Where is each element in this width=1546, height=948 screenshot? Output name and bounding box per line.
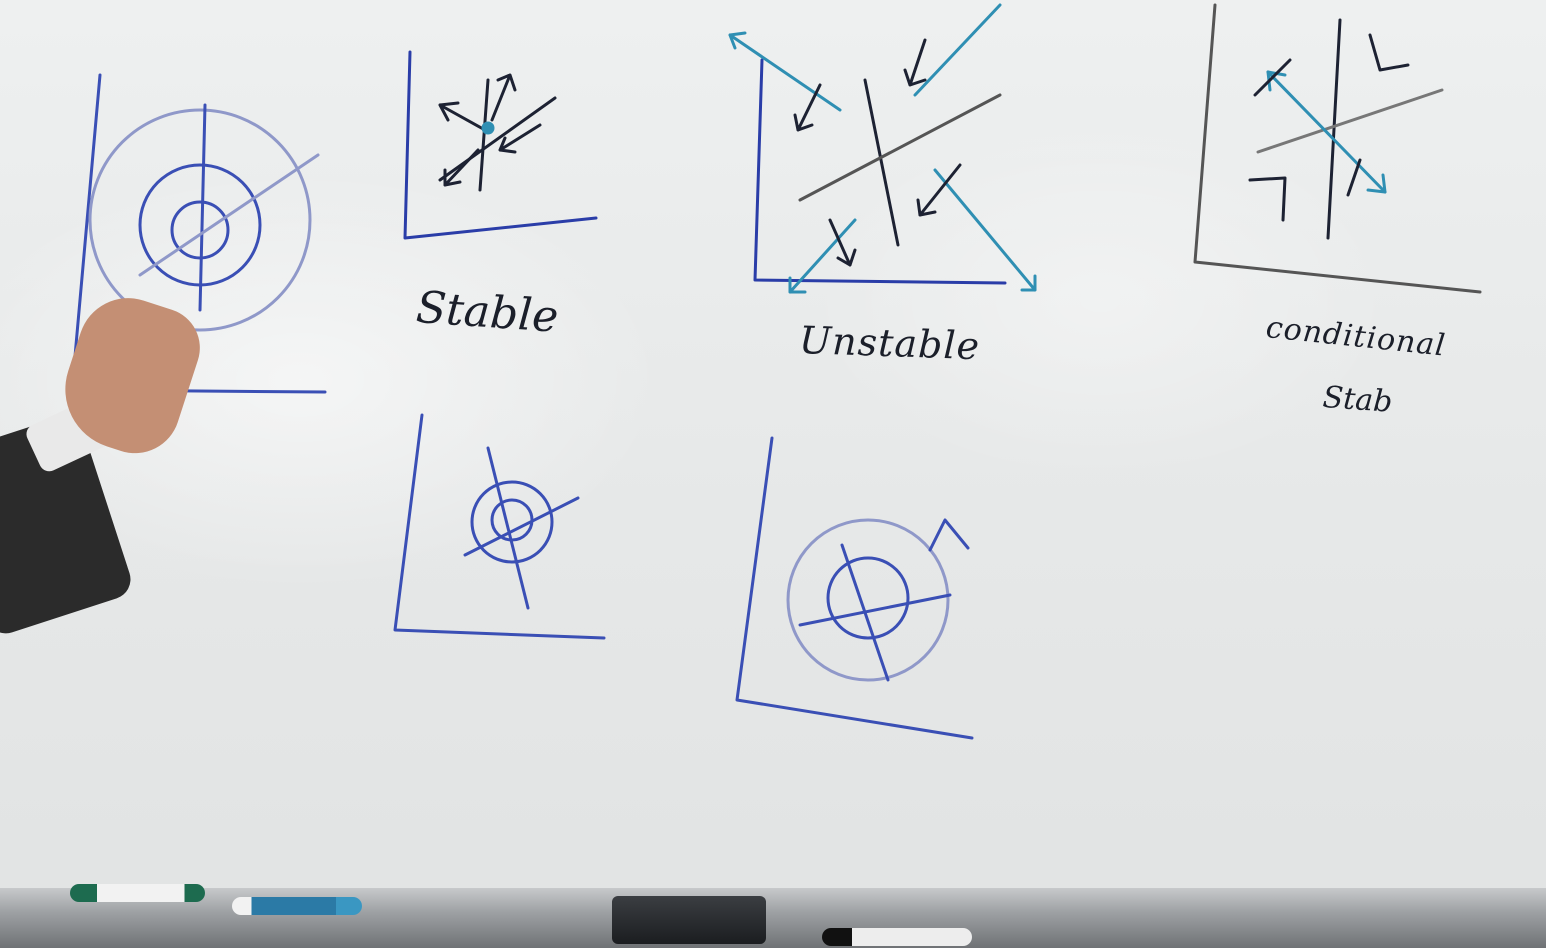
eraser bbox=[612, 896, 766, 944]
stable-label: Stable bbox=[414, 282, 560, 343]
stable-diagram bbox=[403, 50, 598, 240]
spiral-stable-diagram bbox=[393, 413, 606, 640]
blue-marker bbox=[232, 897, 362, 915]
spiral-unstable-diagram bbox=[735, 436, 974, 740]
black-marker bbox=[822, 928, 972, 946]
axes bbox=[735, 436, 974, 740]
green-marker bbox=[70, 884, 205, 902]
conditional-stable-diagram bbox=[1193, 3, 1482, 294]
conditional-label-line2: Stab bbox=[1321, 380, 1394, 420]
concentric-circles-diagram bbox=[70, 73, 327, 394]
marker-tray bbox=[0, 888, 1546, 948]
unstable-diagram bbox=[728, 3, 1037, 294]
unstable-label: Unstable bbox=[798, 318, 981, 369]
axes bbox=[393, 413, 606, 640]
